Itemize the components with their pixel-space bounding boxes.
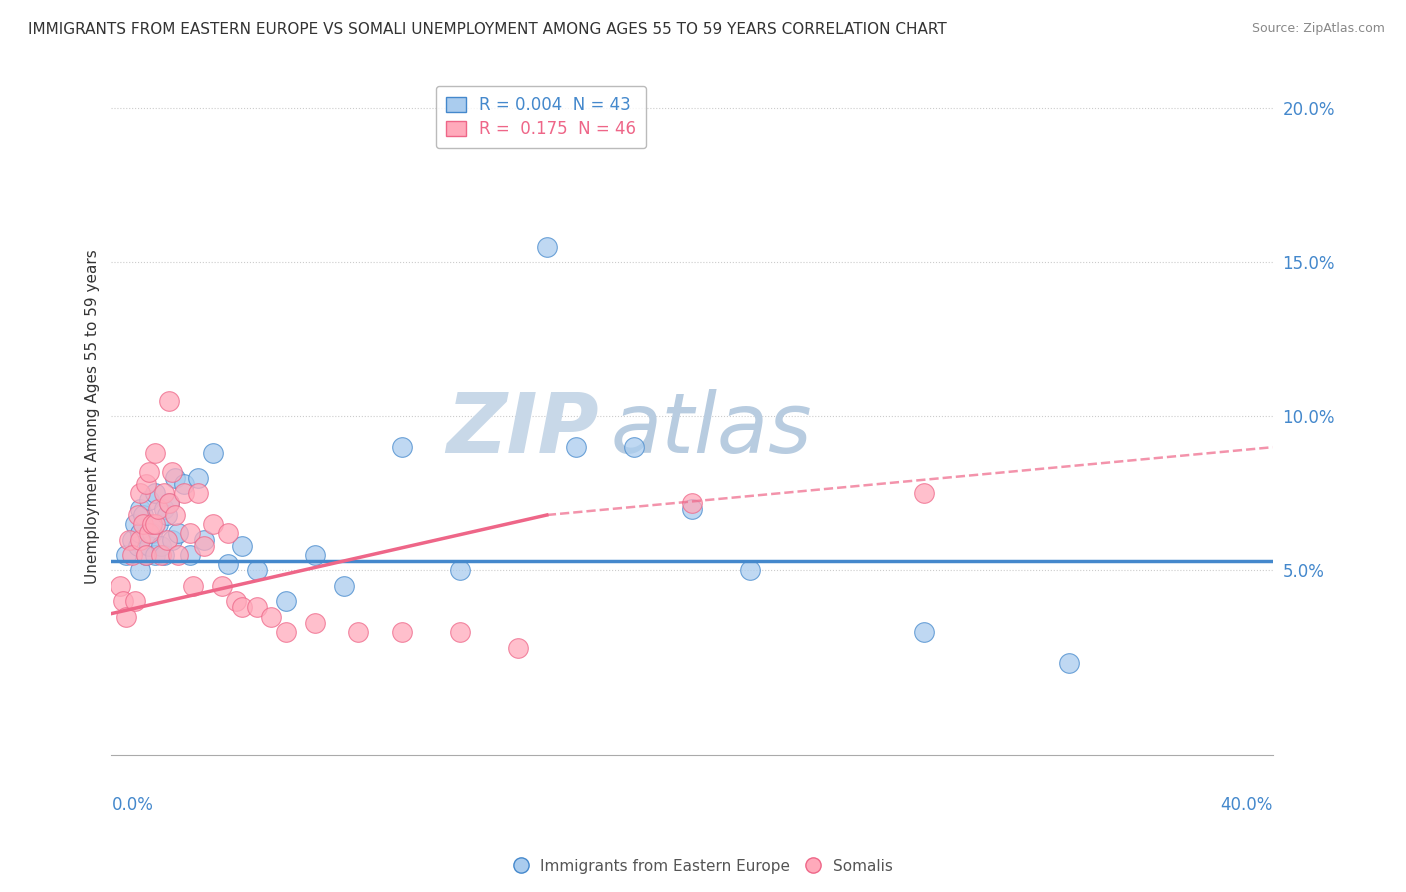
Point xyxy=(225,594,247,608)
Point xyxy=(274,625,297,640)
Point xyxy=(135,548,157,562)
Point xyxy=(231,600,253,615)
Point xyxy=(138,539,160,553)
Point xyxy=(165,508,187,522)
Point xyxy=(143,548,166,562)
Point xyxy=(129,486,152,500)
Point xyxy=(124,594,146,608)
Point xyxy=(135,477,157,491)
Point xyxy=(132,517,155,532)
Point xyxy=(173,486,195,500)
Point xyxy=(162,533,184,547)
Point xyxy=(912,625,935,640)
Point xyxy=(274,594,297,608)
Point xyxy=(129,533,152,547)
Text: Source: ZipAtlas.com: Source: ZipAtlas.com xyxy=(1251,22,1385,36)
Point xyxy=(193,533,215,547)
Point xyxy=(449,564,471,578)
Point xyxy=(536,240,558,254)
Text: 0.0%: 0.0% xyxy=(111,796,153,814)
Point xyxy=(129,526,152,541)
Point xyxy=(165,471,187,485)
Point xyxy=(127,508,149,522)
Point xyxy=(912,486,935,500)
Point xyxy=(159,394,181,409)
Point xyxy=(143,486,166,500)
Point xyxy=(202,446,225,460)
Point xyxy=(179,548,201,562)
Text: 40.0%: 40.0% xyxy=(1220,796,1272,814)
Point xyxy=(167,526,190,541)
Y-axis label: Unemployment Among Ages 55 to 59 years: Unemployment Among Ages 55 to 59 years xyxy=(86,249,100,583)
Point xyxy=(141,526,163,541)
Point xyxy=(129,501,152,516)
Point xyxy=(159,496,181,510)
Point xyxy=(391,625,413,640)
Point xyxy=(187,486,209,500)
Point xyxy=(115,548,138,562)
Point xyxy=(121,533,143,547)
Point xyxy=(179,526,201,541)
Point xyxy=(155,533,177,547)
Point xyxy=(146,501,169,516)
Point xyxy=(681,496,703,510)
Point xyxy=(623,440,645,454)
Point xyxy=(152,486,174,500)
Point xyxy=(143,517,166,532)
Point xyxy=(162,465,184,479)
Point xyxy=(332,579,354,593)
Text: atlas: atlas xyxy=(610,390,813,470)
Legend: R = 0.004  N = 43, R =  0.175  N = 46: R = 0.004 N = 43, R = 0.175 N = 46 xyxy=(436,86,647,148)
Point xyxy=(202,517,225,532)
Point xyxy=(111,594,134,608)
Point xyxy=(138,526,160,541)
Point xyxy=(149,548,172,562)
Point xyxy=(217,526,239,541)
Point xyxy=(149,539,172,553)
Point xyxy=(187,471,209,485)
Point xyxy=(193,539,215,553)
Point xyxy=(217,558,239,572)
Point xyxy=(146,517,169,532)
Point xyxy=(565,440,588,454)
Point xyxy=(231,539,253,553)
Point xyxy=(181,579,204,593)
Point xyxy=(132,508,155,522)
Point xyxy=(152,501,174,516)
Point xyxy=(506,640,529,655)
Point xyxy=(304,548,326,562)
Legend: Immigrants from Eastern Europe, Somalis: Immigrants from Eastern Europe, Somalis xyxy=(506,853,900,880)
Text: IMMIGRANTS FROM EASTERN EUROPE VS SOMALI UNEMPLOYMENT AMONG AGES 55 TO 59 YEARS : IMMIGRANTS FROM EASTERN EUROPE VS SOMALI… xyxy=(28,22,946,37)
Point xyxy=(124,517,146,532)
Point xyxy=(681,501,703,516)
Point xyxy=(738,564,761,578)
Point xyxy=(347,625,370,640)
Point xyxy=(143,446,166,460)
Point xyxy=(449,625,471,640)
Point xyxy=(138,492,160,507)
Point xyxy=(1059,656,1081,670)
Point xyxy=(135,548,157,562)
Point xyxy=(121,548,143,562)
Point xyxy=(167,548,190,562)
Point xyxy=(115,609,138,624)
Point xyxy=(118,533,141,547)
Point xyxy=(152,548,174,562)
Point xyxy=(138,465,160,479)
Point xyxy=(141,517,163,532)
Point xyxy=(245,600,267,615)
Point xyxy=(260,609,283,624)
Point xyxy=(108,579,131,593)
Point xyxy=(391,440,413,454)
Point xyxy=(211,579,233,593)
Point xyxy=(127,539,149,553)
Point xyxy=(173,477,195,491)
Point xyxy=(129,564,152,578)
Point xyxy=(155,508,177,522)
Point xyxy=(159,496,181,510)
Point xyxy=(304,615,326,630)
Text: ZIP: ZIP xyxy=(447,390,599,470)
Point xyxy=(245,564,267,578)
